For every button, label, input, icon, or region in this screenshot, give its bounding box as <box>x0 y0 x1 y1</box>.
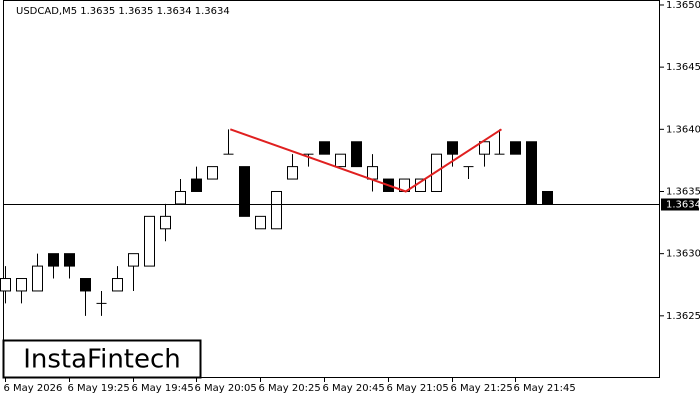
x-tick-label: 6 May 20:45 <box>323 383 385 394</box>
candle-body <box>431 153 442 192</box>
x-tick-label: 6 May 21:05 <box>387 383 449 394</box>
candle-body <box>32 265 43 292</box>
x-tick-label: 6 May 2026 <box>4 383 63 394</box>
y-tick-label: 1.3640 <box>666 124 700 135</box>
candle-body <box>80 278 91 292</box>
y-tick-label: 1.3635 <box>666 186 700 197</box>
x-tick-label: 6 May 20:25 <box>259 383 321 394</box>
candle-body <box>447 141 458 155</box>
candle-body <box>319 141 330 155</box>
candle-body <box>351 141 362 168</box>
x-tick-label: 6 May 21:25 <box>451 383 513 394</box>
watermark-box <box>2 339 202 379</box>
candle-body <box>16 278 27 292</box>
x-tick-label: 6 May 19:25 <box>68 383 130 394</box>
plot-frame <box>3 0 660 378</box>
x-tick-label: 6 May 21:45 <box>514 383 576 394</box>
chart-title: USDCAD,M5 1.3635 1.3635 1.3634 1.3634 <box>16 6 230 17</box>
y-tick-label: 1.3625 <box>666 311 700 322</box>
candle-body <box>112 278 123 292</box>
x-tick-label: 6 May 20:05 <box>195 383 257 394</box>
candle-body <box>0 278 11 292</box>
candle-body <box>335 153 346 168</box>
candle-body <box>48 253 59 267</box>
candle-body <box>367 166 378 180</box>
candle-body <box>160 215 171 230</box>
candle-body <box>64 253 75 267</box>
candle-body <box>271 190 282 230</box>
candle-body <box>144 215 155 267</box>
pattern-line <box>229 128 502 193</box>
last-price-label: 1.3634 <box>666 200 700 211</box>
candle-body <box>128 253 139 267</box>
candle-body <box>191 178 202 192</box>
candle-body <box>287 166 298 180</box>
watermark: InstaFintech <box>23 345 181 375</box>
candle-body <box>207 166 218 180</box>
candle-body <box>175 190 186 205</box>
y-tick-label: 1.3645 <box>666 62 700 73</box>
y-tick-label: 1.3630 <box>666 249 700 260</box>
candle-body <box>255 215 266 230</box>
candle-body <box>479 141 490 155</box>
last-price-tag <box>661 198 699 211</box>
x-tick-label: 6 May 19:45 <box>132 383 194 394</box>
y-tick-label: 1.3650 <box>666 0 700 11</box>
candle-body <box>510 141 521 155</box>
candle-body <box>542 190 553 205</box>
candle-body <box>239 166 250 217</box>
candle-body <box>526 141 537 205</box>
